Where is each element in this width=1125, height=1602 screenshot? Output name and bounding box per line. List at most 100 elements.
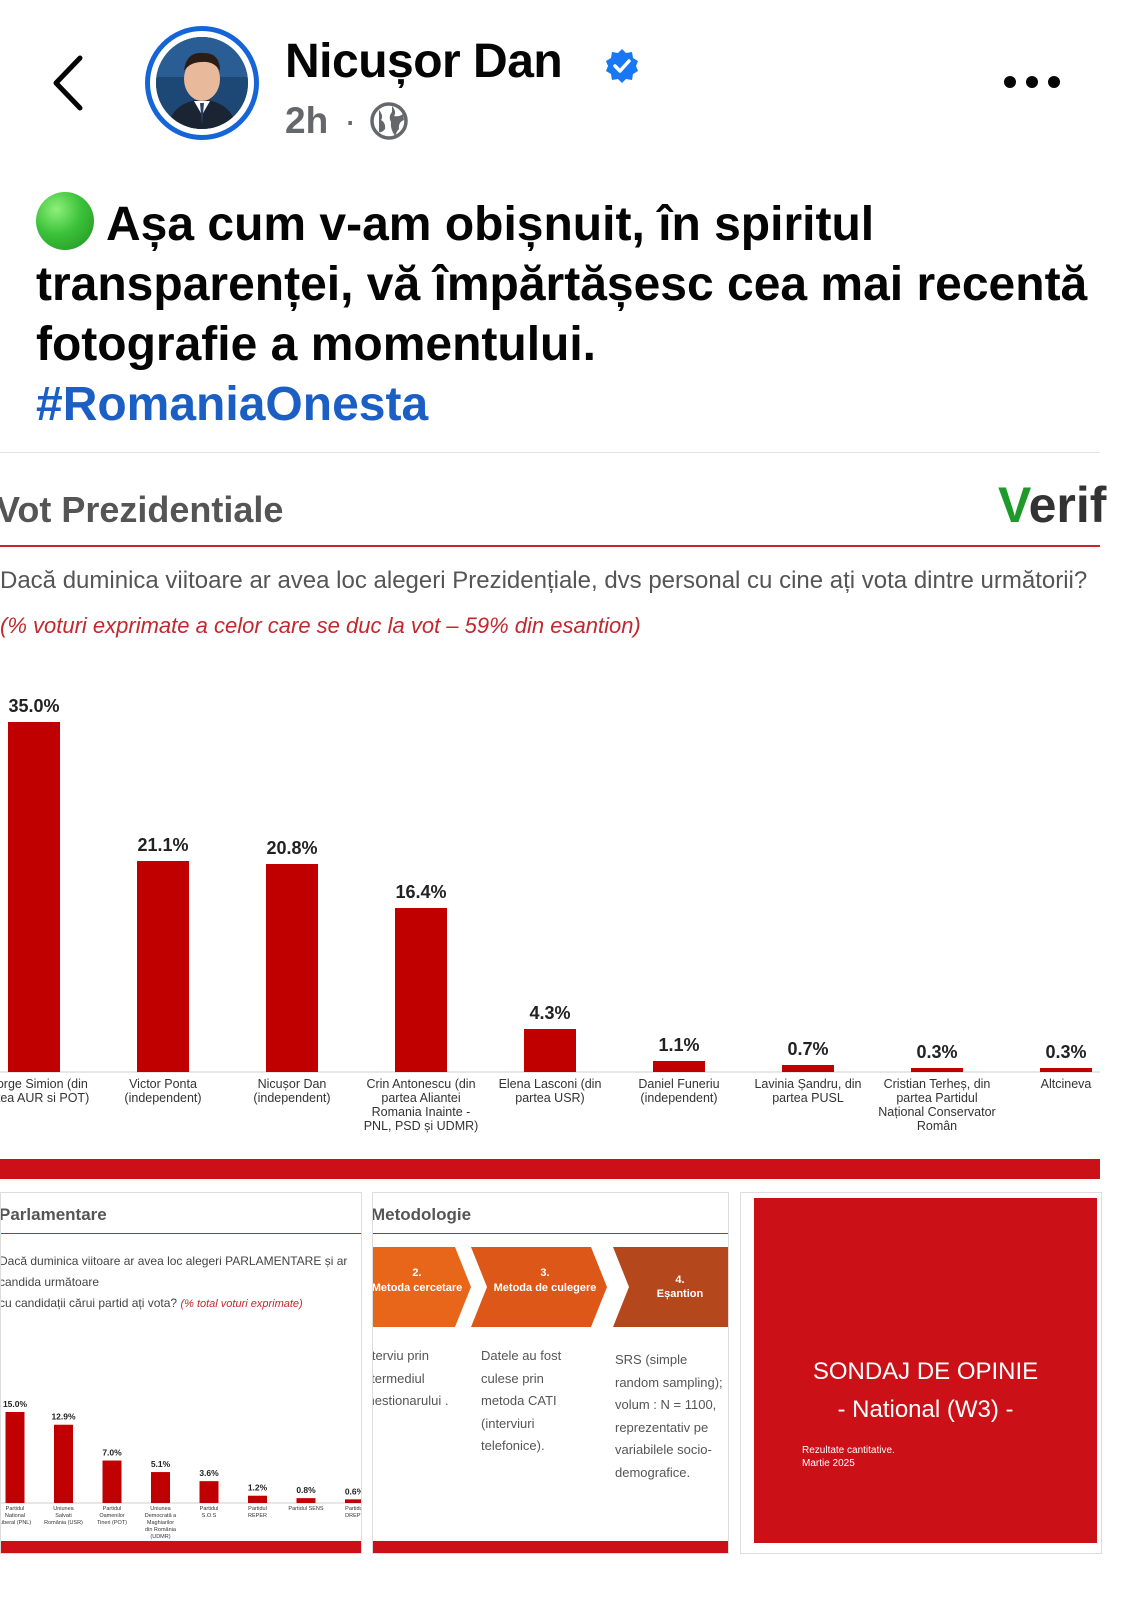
post-text: Așa cum v-am obișnuit, în spiritul trans… [36, 192, 1096, 435]
bar-value-label: 7.0% [102, 1448, 122, 1458]
bar-value-label: 16.4% [395, 882, 446, 902]
category-label: Elena Lasconi (din [499, 1077, 602, 1091]
category-label: George Simion (din [0, 1077, 88, 1091]
category-label: PNL, PSD și UDMR) [364, 1119, 479, 1133]
post-image-thumb-1[interactable]: Parlamentare Dacă duminica viitoare ar a… [0, 1192, 362, 1554]
step-3-chevron [471, 1247, 607, 1327]
thumb1-title: Parlamentare [0, 1205, 107, 1224]
bar [911, 1068, 963, 1072]
bar [8, 722, 60, 1072]
category-label: partea Aliantei [381, 1091, 460, 1105]
category-label: National [5, 1513, 25, 1519]
bar-value-label: 0.3% [1045, 1042, 1086, 1062]
category-label: Partidul [248, 1506, 267, 1512]
bar-value-label: 3.6% [199, 1468, 219, 1478]
category-label: DREPT [345, 1513, 362, 1519]
category-label: Tineri (POT) [97, 1520, 127, 1526]
category-label: partea PUSL [772, 1091, 844, 1105]
bar [1040, 1068, 1092, 1072]
avatar[interactable] [156, 37, 248, 129]
verified-badge-icon [604, 48, 640, 84]
chevron-left-icon [53, 55, 83, 111]
category-label: Crin Antonescu (din [366, 1077, 475, 1091]
thumb2-divider [373, 1233, 728, 1234]
image-bottom-band [0, 1159, 1100, 1179]
category-label: partea AUR si POT) [0, 1091, 89, 1105]
step-3-label: Metoda de culegere [494, 1282, 597, 1294]
bar [266, 864, 318, 1072]
category-label: (independent) [124, 1091, 201, 1105]
step-2-chevron [373, 1247, 471, 1327]
thumb1-divider [1, 1233, 361, 1234]
post-time[interactable]: 2h [285, 100, 329, 141]
thumb1-band [1, 1541, 361, 1553]
bar [524, 1029, 576, 1072]
cover-panel: SONDAJ DE OPINIE - National (W3) - Rezul… [754, 1198, 1097, 1543]
cover-title: SONDAJ DE OPINIE [812, 1358, 1039, 1385]
category-label: Partidul [200, 1506, 219, 1512]
category-label: Lavinia Șandru, din [754, 1077, 861, 1091]
bar [653, 1061, 705, 1072]
bar-value-label: 0.3% [916, 1042, 957, 1062]
more-options-button[interactable] [1002, 72, 1062, 92]
category-label: Altcineva [1041, 1077, 1092, 1091]
category-label: Oamenilor [99, 1513, 125, 1519]
bar [151, 1472, 170, 1503]
survey-question: Dacă duminica viitoare ar avea loc alege… [0, 567, 1088, 594]
step-2-label: Metoda cercetare [373, 1282, 462, 1294]
category-label: partea Partidul [896, 1091, 977, 1105]
bar [5, 1412, 25, 1503]
bar [248, 1495, 267, 1503]
category-label: Uniunea [53, 1506, 74, 1512]
bar-value-label: 15.0% [3, 1399, 28, 1409]
author-name[interactable]: Nicușor Dan [285, 35, 563, 88]
category-label: Nicușor Dan [258, 1077, 327, 1091]
back-button[interactable] [46, 50, 96, 116]
category-label: REPER [248, 1513, 267, 1519]
bar-value-label: 12.9% [51, 1412, 76, 1422]
step-4-chevron [613, 1247, 728, 1327]
category-label: Partidul SENS [288, 1506, 323, 1512]
post-image-thumb-3[interactable]: SONDAJ DE OPINIE - National (W3) - Rezul… [740, 1192, 1102, 1554]
category-label: Cristian Terheș, din [884, 1077, 991, 1091]
method-steps: 2. Metoda cercetare 3. Metoda de culeger… [373, 1247, 728, 1327]
bar-value-label: 1.2% [248, 1483, 268, 1493]
category-label: Partidul [345, 1506, 362, 1512]
bar [395, 908, 447, 1072]
bar [782, 1065, 834, 1072]
category-label: Liberal (PNL) [1, 1520, 31, 1526]
verifield-logo: Verif [998, 477, 1107, 533]
bar-value-label: 5.1% [151, 1459, 171, 1469]
bar-value-label: 0.6% [345, 1486, 362, 1496]
thumb1-question: Dacă duminica viitoare ar avea loc alege… [0, 1254, 348, 1310]
bar-value-label: 0.8% [296, 1485, 316, 1495]
category-label: Partidul [6, 1506, 25, 1512]
category-label: Victor Ponta [129, 1077, 197, 1091]
category-label: Național Conservator [878, 1105, 995, 1119]
step-4-number: 4. [675, 1274, 684, 1286]
hashtag-link[interactable]: #RomaniaOnesta [36, 378, 429, 431]
category-label: Maghiarilor [147, 1520, 174, 1526]
bar [102, 1460, 122, 1503]
category-label: Partidul [103, 1506, 122, 1512]
globe-icon [370, 102, 408, 140]
post-image-thumb-2[interactable]: Metodologie 2. Metoda cercetare 3. Metod… [372, 1192, 729, 1554]
category-label: (UDMR) [150, 1534, 170, 1540]
bar-value-label: 1.1% [658, 1035, 699, 1055]
bar-value-label: 20.8% [266, 838, 317, 858]
bar-value-label: 35.0% [8, 696, 59, 716]
chart-title: Vot Prezidentiale [0, 489, 284, 530]
step-4-label: Eșantion [657, 1288, 704, 1300]
category-label: (independent) [640, 1091, 717, 1105]
bar-value-label: 0.7% [787, 1039, 828, 1059]
step-3-number: 3. [540, 1267, 549, 1279]
bar [199, 1481, 219, 1503]
step-2-number: 2. [412, 1267, 421, 1279]
category-label: partea USR) [515, 1091, 584, 1105]
category-label: Român [917, 1119, 957, 1133]
category-label: Daniel Funeriu [638, 1077, 719, 1091]
category-label: (independent) [253, 1091, 330, 1105]
cover-subtitle: - National (W3) - [837, 1396, 1014, 1423]
